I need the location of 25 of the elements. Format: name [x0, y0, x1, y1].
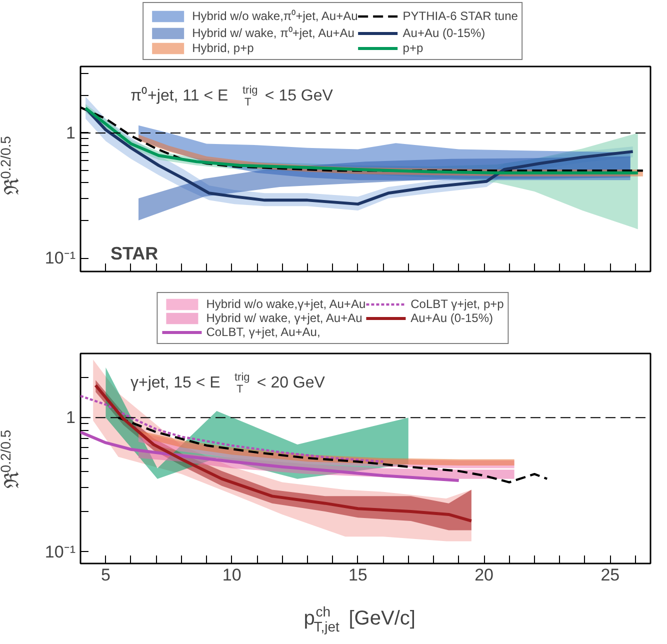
line-series: [80, 394, 384, 463]
y-tick-label: 1: [66, 123, 76, 142]
x-tick-label: 10: [222, 566, 242, 584]
legend-label: Hybrid w/o wake,π⁰+jet, Au+Au: [192, 8, 358, 24]
legend-label: Au+Au (0-15%): [410, 311, 494, 325]
y-tick-label: 10⁻¹: [44, 248, 76, 268]
y-axis-title: ℜ0.2/0.5: [0, 430, 24, 489]
line-series: [80, 430, 460, 482]
x-tick-label: 20: [474, 566, 494, 584]
legend-label: Hybrid w/ wake, γ+jet, Au+Au: [206, 311, 362, 325]
y-tick-label: 10⁻¹: [44, 542, 76, 562]
x-tick-label: 15: [348, 566, 368, 584]
y-axis-title: ℜ0.2/0.5: [0, 136, 24, 195]
legend-label: CoLBT, γ+jet, Au+Au,: [206, 325, 320, 339]
annotation: STAR: [110, 244, 158, 264]
legend-label: PYTHIA-6 STAR tune: [402, 8, 518, 22]
x-tick-label: 5: [100, 566, 110, 584]
legend-label: Hybrid w/ wake, π⁰+jet, Au+Au: [192, 25, 354, 41]
legend-label: p+p: [402, 41, 424, 55]
legend-label: Hybrid w/o wake,γ+jet, Au+Au: [206, 297, 366, 311]
legend-label: Hybrid, p+p: [192, 41, 254, 55]
y-tick-label: 1: [66, 408, 76, 428]
legend-label: CoLBT γ+jet, p+p: [410, 297, 504, 311]
x-tick-label: 25: [600, 566, 620, 584]
legend-label: Au+Au (0-15%): [402, 26, 486, 40]
